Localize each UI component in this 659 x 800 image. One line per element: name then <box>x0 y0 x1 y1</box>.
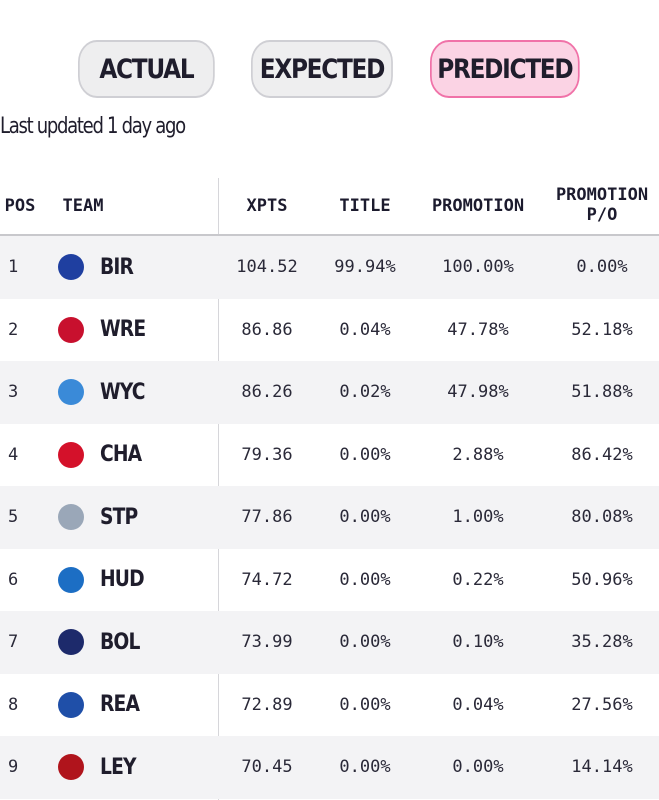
row-promotion-po: 0.00% <box>576 257 628 278</box>
row-promotion-po: 80.08% <box>571 507 633 528</box>
row-pos: 2 <box>8 319 19 340</box>
tab-expected[interactable]: EXPECTED <box>251 40 393 98</box>
table-row[interactable]: 1 BIR 104.52 99.94% 100.00% 0.00% <box>0 236 659 299</box>
row-title: 0.00% <box>339 632 391 653</box>
team-crest <box>56 736 86 799</box>
row-promotion: 0.04% <box>452 694 504 715</box>
table-row[interactable]: 4 CHA 79.36 0.00% 2.88% 86.42% <box>0 424 659 487</box>
row-promotion: 0.22% <box>452 569 504 590</box>
team-abbr[interactable]: WYC <box>100 379 146 405</box>
row-pos: 6 <box>8 569 19 590</box>
table-row[interactable]: 6 HUD 74.72 0.00% 0.22% 50.96% <box>0 549 659 612</box>
row-promotion: 2.88% <box>452 444 504 465</box>
swan-crest-icon <box>58 379 84 406</box>
stripes-crest-icon <box>58 691 84 718</box>
table-body: 1 BIR 104.52 99.94% 100.00% 0.00% 2 WRE … <box>0 236 659 799</box>
team-abbr[interactable]: BOL <box>100 629 140 655</box>
team-abbr[interactable]: WRE <box>100 317 146 343</box>
team-crest <box>56 611 86 674</box>
header-promotion-po-line2: P/O <box>586 205 618 225</box>
tab-predicted[interactable]: PREDICTED <box>430 40 580 98</box>
team-crest <box>56 424 86 487</box>
team-crest <box>56 674 86 737</box>
standings-table: POS TEAM XPTS TITLE PROMOTION PROMOTION … <box>0 178 659 800</box>
row-promotion-po: 27.56% <box>571 694 633 715</box>
row-xpts: 79.36 <box>241 444 293 465</box>
team-abbr[interactable]: BIR <box>100 254 134 280</box>
row-title: 0.04% <box>339 319 391 340</box>
header-promotion-po-line1: PROMOTION <box>555 185 649 205</box>
table-row[interactable]: 2 WRE 86.86 0.04% 47.78% 52.18% <box>0 299 659 362</box>
row-xpts: 86.86 <box>241 319 293 340</box>
row-promotion-po: 86.42% <box>571 444 633 465</box>
team-abbr[interactable]: LEY <box>100 754 137 780</box>
row-promotion: 1.00% <box>452 507 504 528</box>
row-pos: 9 <box>8 757 19 778</box>
sword-crest-icon <box>58 441 84 468</box>
table-row[interactable]: 5 STP 77.86 0.00% 1.00% 80.08% <box>0 486 659 549</box>
row-promotion: 0.10% <box>452 632 504 653</box>
row-title: 0.00% <box>339 444 391 465</box>
row-xpts: 104.52 <box>236 257 298 278</box>
row-promotion-po: 14.14% <box>571 757 633 778</box>
team-crest <box>56 299 86 362</box>
row-pos: 5 <box>8 507 19 528</box>
dragon-crest-icon <box>58 754 84 781</box>
table-row[interactable]: 7 BOL 73.99 0.00% 0.10% 35.28% <box>0 611 659 674</box>
table-row[interactable]: 9 LEY 70.45 0.00% 0.00% 14.14% <box>0 736 659 799</box>
row-title: 0.00% <box>339 569 391 590</box>
row-promotion-po: 35.28% <box>571 632 633 653</box>
row-xpts: 74.72 <box>241 569 293 590</box>
terrier-crest-icon <box>58 566 84 593</box>
team-crest <box>56 549 86 612</box>
tab-actual[interactable]: ACTUAL <box>78 40 215 98</box>
header-promotion-po: PROMOTION P/O <box>544 185 659 225</box>
table-row[interactable]: 3 WYC 86.26 0.02% 47.98% 51.88% <box>0 361 659 424</box>
row-title: 0.00% <box>339 507 391 528</box>
team-abbr[interactable]: HUD <box>100 567 145 593</box>
hat-crest-icon <box>58 504 84 531</box>
row-title: 0.02% <box>339 382 391 403</box>
header-team: TEAM <box>62 196 104 216</box>
globe-crest-icon <box>58 254 84 281</box>
row-promotion-po: 52.18% <box>571 319 633 340</box>
row-title: 99.94% <box>334 257 396 278</box>
ball-crest-icon <box>58 629 84 656</box>
row-xpts: 77.86 <box>241 507 293 528</box>
team-abbr[interactable]: STP <box>100 504 138 530</box>
row-xpts: 72.89 <box>241 694 293 715</box>
row-title: 0.00% <box>339 757 391 778</box>
view-tabs: ACTUAL EXPECTED PREDICTED <box>78 40 604 98</box>
row-title: 0.00% <box>339 694 391 715</box>
row-promotion: 47.78% <box>447 319 509 340</box>
team-crest <box>56 361 86 424</box>
team-crest <box>56 236 86 299</box>
last-updated-text: Last updated 1 day ago <box>0 114 186 139</box>
team-crest <box>56 486 86 549</box>
row-promotion-po: 51.88% <box>571 382 633 403</box>
dragon-crest-icon <box>58 316 84 343</box>
row-pos: 4 <box>8 444 19 465</box>
row-promotion: 47.98% <box>447 382 509 403</box>
row-xpts: 70.45 <box>241 757 293 778</box>
row-pos: 7 <box>8 632 19 653</box>
row-pos: 1 <box>8 257 19 278</box>
header-promotion: PROMOTION <box>431 196 525 216</box>
row-xpts: 73.99 <box>241 632 293 653</box>
header-pos: POS <box>4 196 36 216</box>
row-pos: 8 <box>8 694 19 715</box>
row-pos: 3 <box>8 382 19 403</box>
team-abbr[interactable]: REA <box>100 692 140 718</box>
row-xpts: 86.26 <box>241 382 293 403</box>
row-promotion: 100.00% <box>442 257 514 278</box>
header-title: TITLE <box>339 196 391 216</box>
table-row[interactable]: 8 REA 72.89 0.00% 0.04% 27.56% <box>0 674 659 737</box>
row-promotion-po: 50.96% <box>571 569 633 590</box>
header-xpts: XPTS <box>246 196 288 216</box>
team-abbr[interactable]: CHA <box>100 442 142 468</box>
table-header: POS TEAM XPTS TITLE PROMOTION PROMOTION … <box>0 178 659 236</box>
row-promotion: 0.00% <box>452 757 504 778</box>
